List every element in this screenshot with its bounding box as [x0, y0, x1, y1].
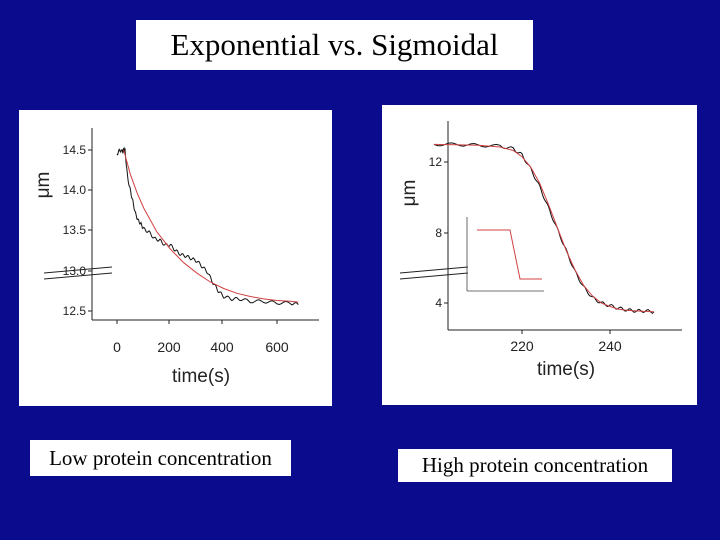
x-axis-label: time(s) — [537, 359, 595, 380]
x-axis-label: time(s) — [172, 366, 230, 387]
x-tick-label: 200 — [157, 339, 181, 355]
y-axis-label: μm — [33, 172, 54, 199]
slide-title: Exponential vs. Sigmoidal — [136, 20, 533, 70]
x-tick-label: 0 — [113, 339, 121, 355]
x-tick-label: 600 — [265, 339, 289, 355]
y-tick-label: 14.5 — [63, 143, 87, 157]
right-caption: High protein concentration — [398, 449, 672, 482]
left-caption: Low protein concentration — [30, 440, 291, 476]
y-tick-label: 4 — [435, 296, 442, 310]
fit-series-line — [123, 149, 299, 303]
y-tick-label: 8 — [435, 226, 442, 240]
right-chart-panel: 12 8 4 220 240 time(s) μm — [382, 105, 697, 405]
y-axis-label: μm — [399, 180, 420, 207]
y-tick-label: 14.0 — [63, 183, 87, 197]
y-tick-label: 12 — [429, 155, 443, 169]
fit-series-line — [433, 143, 655, 313]
inset-chart — [466, 217, 544, 292]
x-tick-label: 400 — [210, 339, 234, 355]
x-tick-label: 220 — [510, 338, 534, 354]
axis-break-marker — [399, 266, 469, 280]
data-series-line — [116, 146, 299, 306]
y-tick-label: 12.5 — [63, 304, 87, 318]
left-chart-panel: 14.5 14.0 13.5 13.0 12.5 0 200 400 600 time(s) μm — [19, 110, 332, 406]
inset-step-line — [477, 229, 542, 280]
x-tick-label: 240 — [598, 338, 622, 354]
axis-break-marker — [43, 266, 113, 280]
y-tick-label: 13.0 — [63, 264, 87, 278]
y-tick-label: 13.5 — [63, 223, 87, 237]
left-chart: 14.5 14.0 13.5 13.0 12.5 0 200 400 600 time(s) μm — [33, 128, 319, 387]
